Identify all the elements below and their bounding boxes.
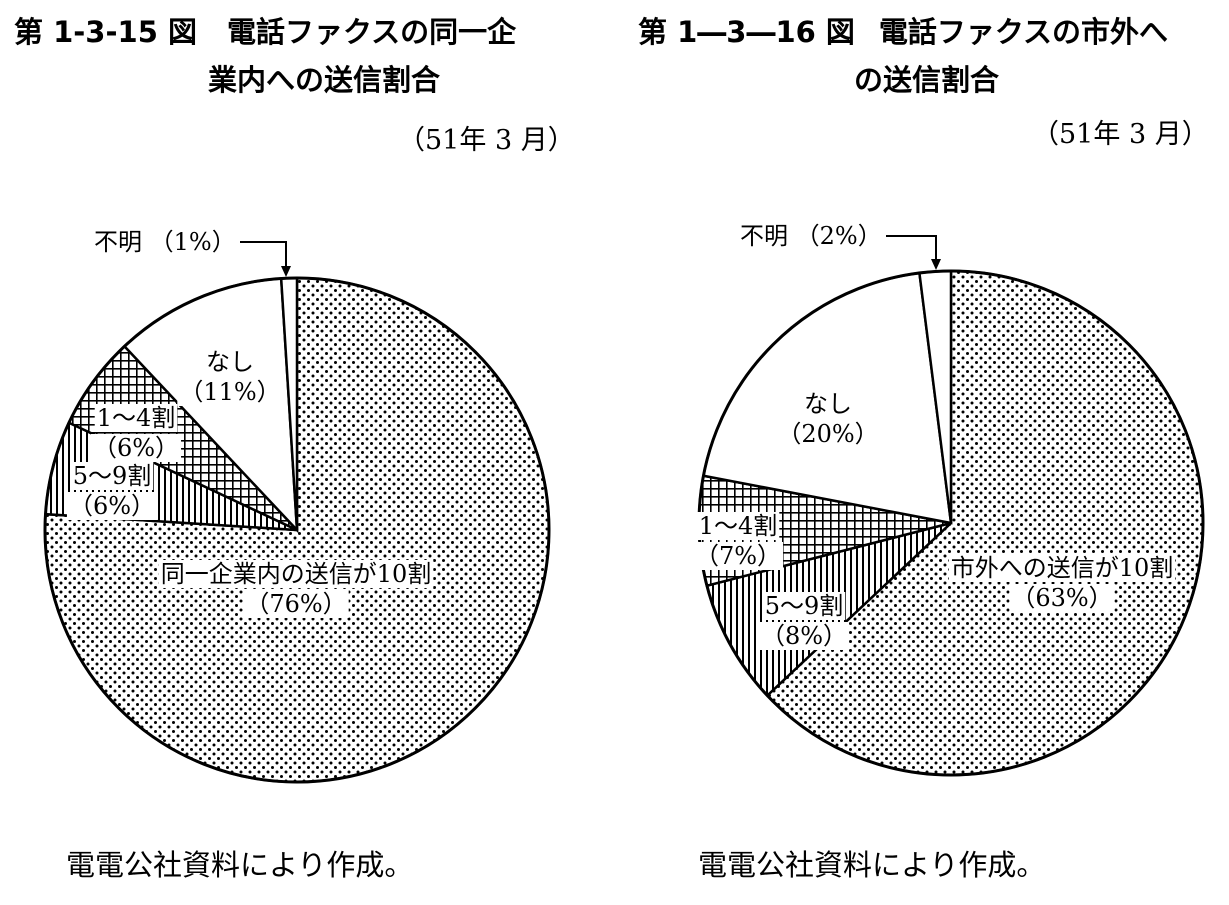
slice-label-text: 同一企業内の送信が10割 (161, 560, 432, 588)
unknown-callout: 不明 （1%） (94, 228, 291, 277)
chart-date: （51年 3 月） (398, 125, 575, 156)
slice-value-label: （20%） (777, 420, 878, 448)
title-line-2: の送信割合 (854, 63, 1000, 97)
pie-chart: 市外への送信が10割（63%） 5～9割（8%） 1～4割（7%） なし（20%） 不明… (692, 222, 1205, 777)
slice-label-text: 市外への送信が10割 (951, 554, 1174, 582)
figure-number: 第 1-3-15 図 (14, 15, 197, 49)
pie-outline (43, 276, 551, 784)
arrow-head (931, 259, 941, 270)
figure-number: 第 1―3―16 図 (638, 15, 855, 49)
slice-label-text: 1～4割 (97, 404, 176, 432)
slice-label: 市外への送信が10割（63%） (948, 554, 1176, 612)
slice-label-text: なし (206, 348, 254, 376)
slice-label: なし（11%） (177, 348, 283, 406)
title-line-2: 業内への送信割合 (208, 63, 441, 97)
title-line-1: 電話ファクスの同一企 (226, 15, 517, 49)
slice-label: 同一企業内の送信が10割（76%） (158, 560, 434, 618)
leader-line (886, 235, 937, 265)
figure-title: 第 1-3-15 図電話ファクスの同一企 (14, 10, 516, 54)
slice-value-label: （8%） (761, 622, 847, 650)
slice-label-text: 5～9割 (73, 462, 152, 490)
chart-date: （51年 3 月） (1032, 119, 1209, 150)
slice-label-text: なし (804, 390, 852, 418)
unknown-callout: 不明 （2%） (740, 222, 941, 270)
figure-title: 第 1―3―16 図電話ファクスの市外へ (638, 10, 1168, 54)
slice-label: 5～9割（6%） (66, 462, 158, 520)
leader-line (240, 241, 287, 272)
slice-label: 1～4割（7%） (692, 512, 784, 570)
slice-value-label: （6%） (69, 492, 155, 520)
title-line-1: 電話ファクスの市外へ (878, 15, 1169, 49)
figure-right: 第 1―3―16 図電話ファクスの市外へ の送信割合 （51年 3 月） 市外へ… (614, 0, 1228, 905)
pie-chart: 同一企業内の送信が10割（76%）5～9割（6%）1～4割（6%）なし（11%）… (43, 228, 551, 784)
arrow-head (281, 266, 291, 277)
slice-value-label: （76%） (245, 590, 346, 618)
figure-left: 第 1-3-15 図電話ファクスの同一企 業内への送信割合 （51年 3 月） … (0, 0, 614, 905)
slice-label-text: 5～9割 (765, 592, 844, 620)
slice-value-label: （63%） (1011, 584, 1112, 612)
slice-value-label: （11%） (179, 378, 280, 406)
unknown-label: 不明 （2%） (740, 222, 882, 250)
source-note: 電電公社資料により作成。 (698, 848, 1046, 882)
slice-value-label: （6%） (93, 434, 179, 462)
source-note: 電電公社資料により作成。 (66, 848, 414, 882)
unknown-label: 不明 （1%） (94, 228, 236, 256)
slice-value-label: （7%） (695, 542, 781, 570)
slice-label: 5～9割（8%） (758, 592, 850, 650)
slice-label: なし（20%） (775, 390, 881, 448)
slice-label-text: 1～4割 (699, 512, 778, 540)
slice-label: 1～4割（6%） (90, 404, 182, 462)
